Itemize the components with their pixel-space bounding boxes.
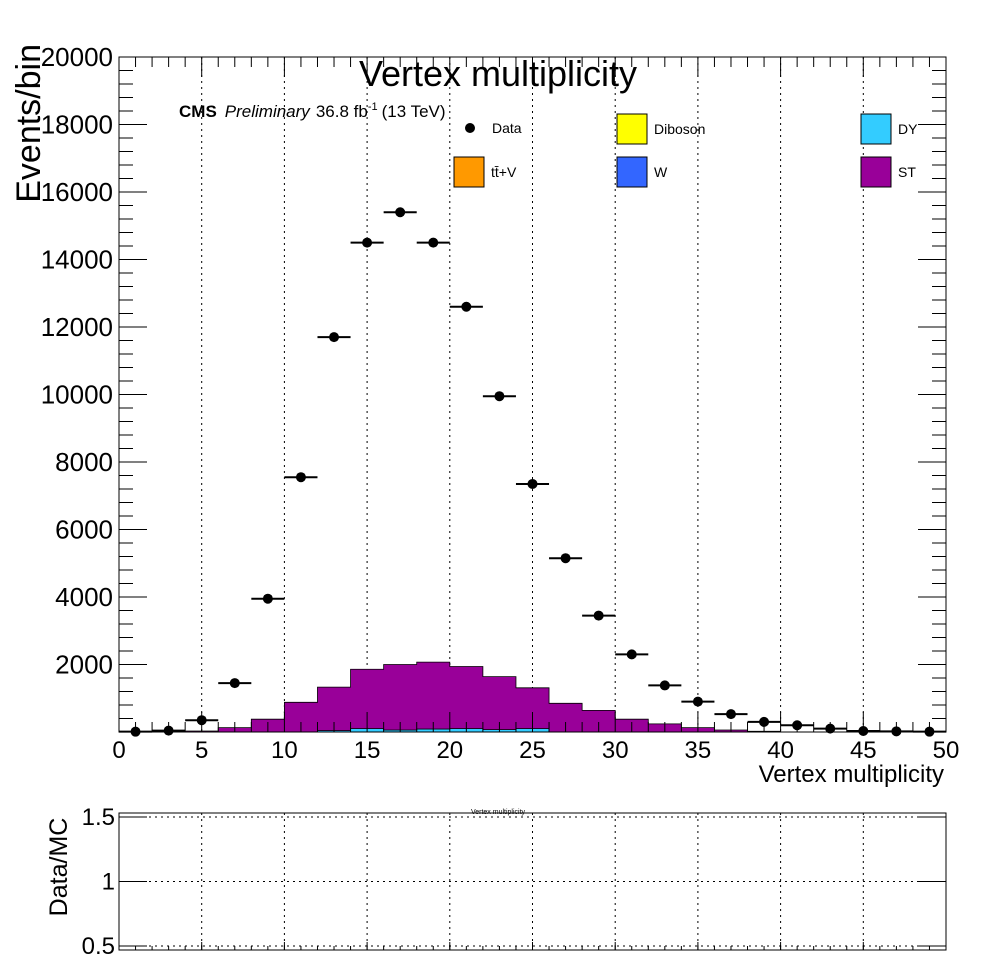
- legend-marker-data: [465, 123, 475, 133]
- y-tick-label: 2000: [55, 650, 113, 680]
- x-tick-label: 15: [354, 737, 381, 764]
- ratio-y-tick-label: 1: [102, 869, 115, 896]
- data-point: [229, 678, 240, 689]
- y-tick-label: 10000: [41, 380, 113, 410]
- legend-label: DY: [898, 121, 918, 137]
- y-tick-label: 20000: [41, 42, 113, 72]
- data-point: [560, 553, 571, 564]
- data-point: [461, 301, 472, 312]
- x-tick-label: 50: [933, 737, 960, 764]
- y-tick-label: 18000: [41, 110, 113, 140]
- ratio-y-tick-label: 1.5: [82, 804, 115, 831]
- data-point: [295, 472, 306, 483]
- x-tick-label: 40: [767, 737, 794, 764]
- x-tick-label: 0: [112, 737, 125, 764]
- x-tick-label: 30: [602, 737, 629, 764]
- y-axis-label: Events/bin: [10, 44, 48, 203]
- x-tick-label: 35: [685, 737, 712, 764]
- x-tick-label: 45: [850, 737, 877, 764]
- legend-swatch-4: [616, 156, 648, 188]
- y-tick-label: 14000: [41, 245, 113, 275]
- legend-label: tt̄+V: [491, 164, 517, 180]
- ratio-y-tick-label: 0.5: [82, 933, 115, 960]
- cms-label: CMS: [179, 102, 217, 121]
- data-point: [329, 332, 340, 343]
- x-tick-label: 20: [436, 737, 463, 764]
- data-point: [759, 716, 770, 727]
- lumi-exponent: -1: [368, 101, 378, 113]
- legend-label: Data: [492, 120, 522, 136]
- y-tick-label: 6000: [55, 515, 113, 545]
- legend-swatch-3: [453, 156, 485, 188]
- legend-label: W: [654, 164, 668, 180]
- x-tick-label: 5: [195, 737, 208, 764]
- y-tick-label: 12000: [41, 312, 113, 342]
- x-tick-label: 25: [519, 737, 546, 764]
- data-point: [659, 680, 670, 691]
- lumi-value: 36.8 fb: [316, 102, 368, 121]
- data-point: [428, 237, 439, 248]
- ratio-title: Vertex multiplicity: [471, 809, 526, 816]
- y-tick-label: 4000: [55, 582, 113, 612]
- data-point: [262, 593, 273, 604]
- legend-swatch-5: [860, 156, 892, 188]
- legend-swatch-1: [616, 113, 648, 145]
- x-tick-label: 10: [271, 737, 298, 764]
- chart-title: Vertex multiplicity: [359, 53, 637, 94]
- data-point: [692, 696, 703, 707]
- legend-label: Diboson: [654, 121, 705, 137]
- ratio-y-axis-label: Data/MC: [45, 818, 73, 917]
- y-tick-label: 8000: [55, 447, 113, 477]
- data-point: [593, 610, 604, 621]
- lumi-energy: (13 TeV): [382, 102, 446, 121]
- data-point: [527, 478, 538, 489]
- preliminary-label: Preliminary: [225, 102, 312, 121]
- legend-swatch-2: [860, 113, 892, 145]
- data-point: [626, 649, 637, 660]
- data-point: [725, 709, 736, 720]
- x-axis-label: Vertex multiplicity: [759, 761, 944, 788]
- y-tick-label: 16000: [41, 177, 113, 207]
- legend-label: ST: [898, 164, 916, 180]
- data-point: [362, 237, 373, 248]
- data-point: [395, 207, 406, 218]
- data-point: [494, 391, 505, 402]
- cms-lumi-label: CMS Preliminary 36.8 fb-1 (13 TeV): [179, 101, 446, 121]
